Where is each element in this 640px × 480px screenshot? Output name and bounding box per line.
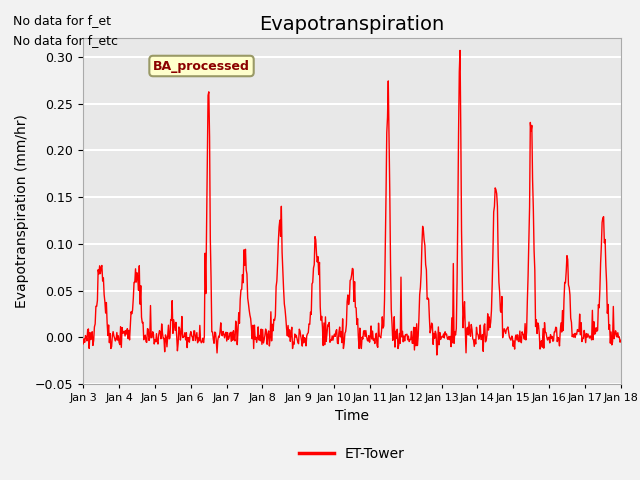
X-axis label: Time: Time [335, 408, 369, 422]
Text: No data for f_etc: No data for f_etc [13, 34, 118, 47]
Y-axis label: Evapotranspiration (mm/hr): Evapotranspiration (mm/hr) [15, 114, 29, 308]
Title: Evapotranspiration: Evapotranspiration [259, 15, 445, 34]
Legend: ET-Tower: ET-Tower [294, 442, 410, 467]
Text: BA_processed: BA_processed [153, 60, 250, 72]
Text: No data for f_et: No data for f_et [13, 14, 111, 27]
